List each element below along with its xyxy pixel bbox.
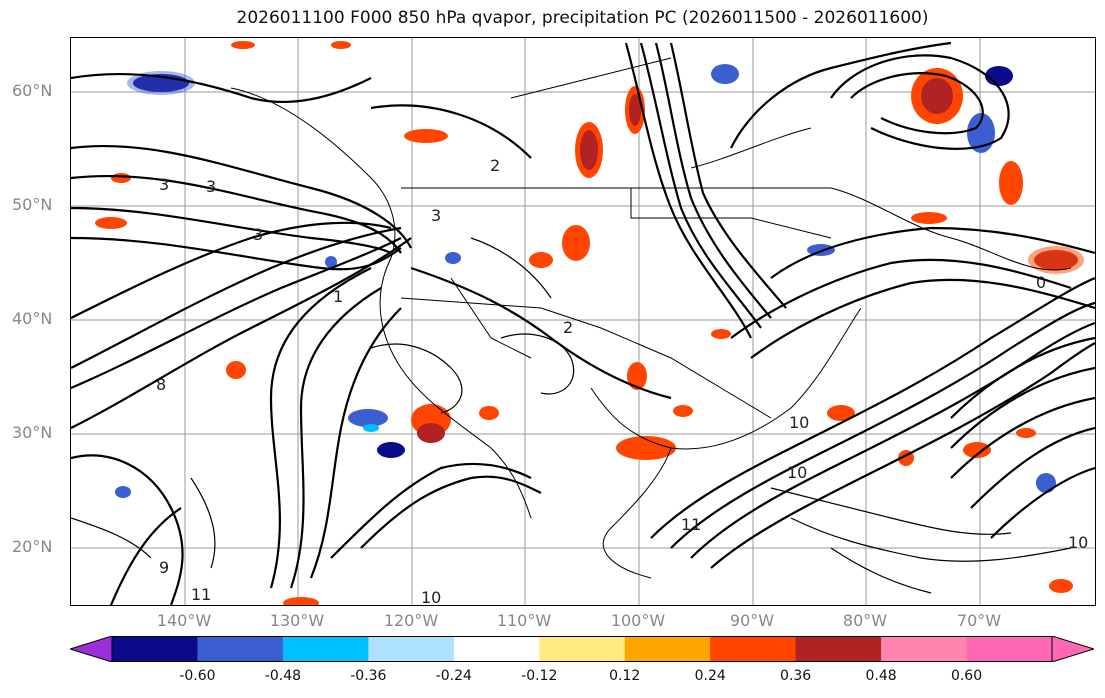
coastlines-and-borders (230, 57, 1072, 579)
contour-label: 1 (333, 287, 343, 306)
colorbar-tick-label: 0.24 (694, 668, 726, 684)
colorbar-tick-label: 0.60 (950, 668, 983, 684)
thin-contours (71, 237, 1072, 594)
lon-label-110W: 110°W (496, 611, 552, 630)
lat-label-60N: 60°N (12, 81, 53, 100)
colorbar-segment (453, 636, 540, 662)
colorbar-tick-label: -0.60 (179, 668, 216, 684)
contour-label: 9 (159, 558, 169, 577)
colorbar-segment (624, 636, 711, 662)
contour-labels: 3 3 3 2 3 10 10 11 10 9 11 10 0 1 2 8 (156, 156, 1088, 605)
colorbar (70, 636, 1094, 662)
lon-label-120W: 120°W (383, 611, 439, 630)
colorbar-segment (966, 636, 1053, 662)
lon-label-100W: 100°W (610, 611, 666, 630)
contour-label: 10 (421, 588, 441, 605)
colorbar-extend-min (70, 636, 113, 662)
colorbar-segment (795, 636, 882, 662)
precipitation-shading (95, 41, 1084, 605)
colorbar-tick-label: 0.48 (865, 668, 897, 684)
colorbar-tick-label: -0.12 (521, 668, 558, 684)
colorbar-segment (710, 636, 797, 662)
lat-label-40N: 40°N (12, 309, 53, 328)
contour-label: 8 (156, 375, 166, 394)
contour-label: 10 (1068, 533, 1088, 552)
contour-label: 10 (787, 463, 807, 482)
contour-label: 3 (206, 177, 216, 196)
contour-label: 11 (681, 515, 701, 534)
colorbar-tick-label: -0.24 (435, 668, 472, 684)
colorbar-segment (112, 636, 198, 662)
graticule (71, 38, 1095, 605)
contour-label: 11 (191, 585, 211, 604)
contour-label: 3 (253, 225, 263, 244)
lon-label-80W: 80°W (842, 611, 888, 630)
colorbar-segment (282, 636, 369, 662)
contour-label: 2 (490, 156, 500, 175)
contour-label: 0 (1036, 273, 1046, 292)
lon-label-70W: 70°W (956, 611, 1002, 630)
lat-label-20N: 20°N (12, 537, 53, 556)
lon-label-140W: 140°W (156, 611, 212, 630)
map-title: 2026011100 F000 850 hPa qvapor, precipit… (236, 8, 929, 28)
colorbar-segment (539, 636, 626, 662)
colorbar-segment (197, 636, 284, 662)
lon-label-130W: 130°W (269, 611, 325, 630)
colorbar-extend-max (1051, 636, 1094, 662)
colorbar-tick-label: 0.36 (780, 668, 812, 684)
contour-label: 2 (563, 318, 573, 337)
map-panel: 3 3 3 2 3 10 10 11 10 9 11 10 0 1 2 8 (70, 37, 1096, 606)
contour-label: 10 (789, 413, 809, 432)
colorbar-tick-label: -0.48 (264, 668, 302, 684)
contour-label: 3 (431, 206, 441, 225)
colorbar-segment (368, 636, 455, 662)
lon-label-90W: 90°W (729, 611, 775, 630)
colorbar-segment (881, 636, 968, 662)
qvapor-contours (71, 41, 1095, 605)
colorbar-tick-label: 0.12 (609, 668, 641, 684)
lat-label-30N: 30°N (12, 423, 53, 442)
colorbar-tick-label: -0.36 (350, 668, 387, 684)
contour-label: 3 (159, 175, 169, 194)
lat-label-50N: 50°N (12, 195, 53, 214)
